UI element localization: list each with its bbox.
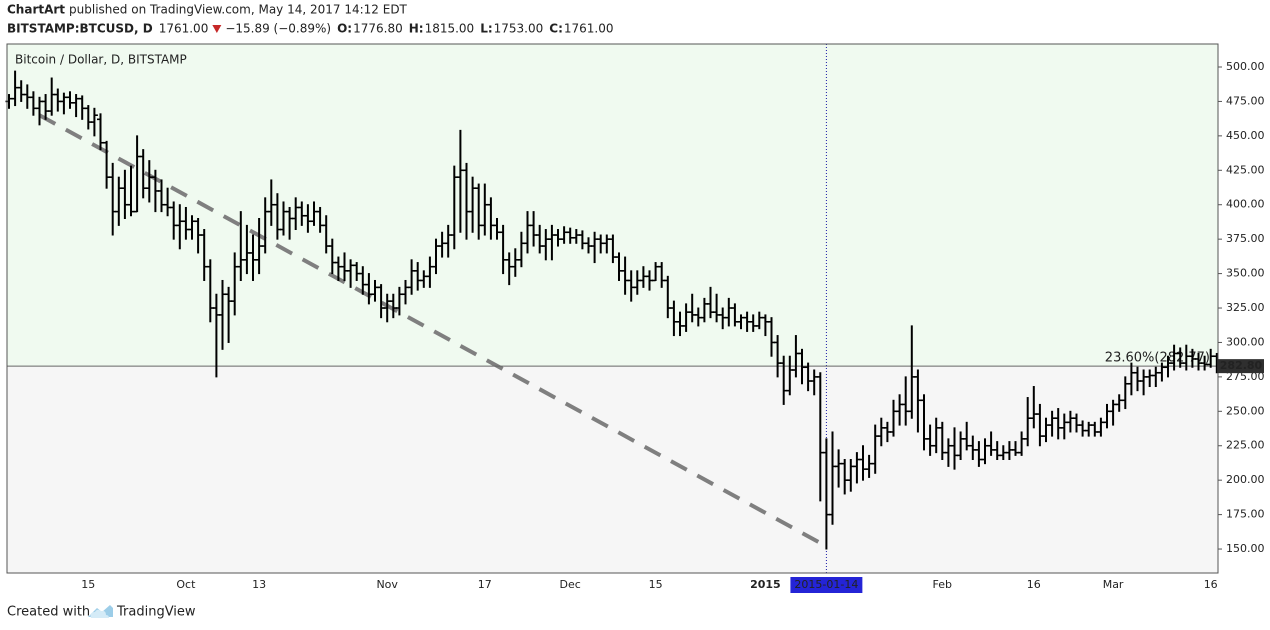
published: published on TradingView.com, May 14, 20… [69, 3, 408, 17]
x-tick-label: Mar [1103, 578, 1124, 591]
footer-brand: TradingView [116, 605, 196, 620]
y-tick-label: 325.00 [1226, 301, 1265, 314]
quote-value: 1815.00 [425, 22, 475, 36]
quote-key: C: [549, 22, 563, 36]
last-price-tag [1218, 359, 1264, 374]
plot-background-upper [7, 44, 1218, 367]
symbol: BITSTAMP:BTCUSD, D [7, 22, 153, 36]
y-tick-label: 200.00 [1226, 473, 1265, 486]
quote-key: H: [409, 22, 424, 36]
x-tick-label: 2015 [750, 578, 781, 591]
quote-key: L: [480, 22, 492, 36]
quote-value: 1776.80 [353, 22, 403, 36]
x-tick-label: 16 [1204, 578, 1218, 591]
author: ChartArt [7, 3, 65, 17]
x-tick-label: 13 [252, 578, 266, 591]
quote-key: O: [337, 22, 352, 36]
quote-value: 1753.00 [494, 22, 544, 36]
change: −15.89 (−0.89%) [225, 22, 331, 36]
y-tick-label: 500.00 [1226, 60, 1265, 73]
y-tick-label: 400.00 [1226, 198, 1265, 211]
y-tick-label: 250.00 [1226, 404, 1265, 417]
fib-annotation: 23.60%(282.77) [1105, 351, 1210, 366]
footer-created: Created with [7, 605, 90, 620]
brand-logo-cloud [90, 609, 109, 618]
last-price: 1761.00 [159, 22, 209, 36]
y-tick-label: 350.00 [1226, 267, 1265, 280]
y-tick-label: 475.00 [1226, 94, 1265, 107]
y-tick-label: 225.00 [1226, 439, 1265, 452]
x-tick-label: 17 [478, 578, 492, 591]
chart-title: Bitcoin / Dollar, D, BITSTAMP [15, 53, 187, 67]
y-tick-label: 175.00 [1226, 508, 1265, 521]
plot-background-lower [7, 366, 1218, 573]
x-tick-label: 15 [649, 578, 663, 591]
y-tick-label: 300.00 [1226, 335, 1265, 348]
x-tick-label: 16 [1027, 578, 1041, 591]
y-tick-label: 425.00 [1226, 163, 1265, 176]
last-price-label: 282.80 [1220, 359, 1263, 372]
down-arrow [212, 25, 222, 33]
y-tick-label: 150.00 [1226, 542, 1265, 555]
x-tick-label: Oct [176, 578, 196, 591]
x-tick-label: Dec [560, 578, 581, 591]
x-crosshair-box [790, 577, 863, 593]
x-tick-label: 15 [81, 578, 95, 591]
x-tick-label: Nov [376, 578, 398, 591]
y-tick-label: 450.00 [1226, 129, 1265, 142]
quote-value: 1761.00 [564, 22, 614, 36]
y-tick-label: 375.00 [1226, 232, 1265, 245]
x-crosshair-label: 2015-01-14 [794, 578, 858, 591]
x-tick-label: Feb [933, 578, 952, 591]
